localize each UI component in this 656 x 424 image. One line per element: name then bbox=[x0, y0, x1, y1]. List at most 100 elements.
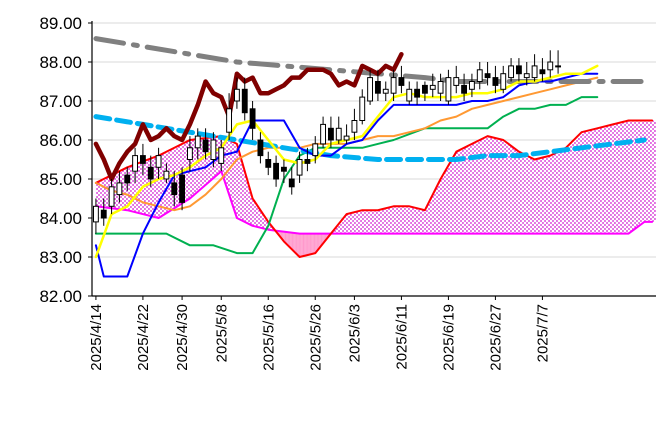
cloud-segment-dotted bbox=[496, 138, 498, 234]
cloud-segment-dotted bbox=[399, 206, 401, 234]
cloud-segment-dotted bbox=[366, 210, 368, 234]
cloud-segment-dotted bbox=[476, 141, 478, 234]
cloud-segment-dotted bbox=[554, 153, 555, 234]
cloud-segment-dotted bbox=[565, 147, 567, 234]
cloud-segment-dotted bbox=[452, 157, 454, 234]
candle bbox=[288, 167, 295, 195]
cloud-segment-dotted bbox=[516, 149, 518, 234]
cloud-segment-pink bbox=[286, 231, 288, 245]
cloud-segment-dotted bbox=[489, 136, 491, 234]
candle bbox=[124, 167, 131, 191]
cloud-segment-dotted bbox=[637, 120, 639, 227]
cloud-segment-dotted bbox=[601, 127, 602, 234]
cloud-segment-dotted bbox=[417, 208, 418, 234]
cloud-segment-dotted bbox=[522, 153, 524, 234]
x-tick-label: 2025/6/3 bbox=[346, 304, 363, 362]
y-tick-label: 83.00 bbox=[39, 248, 82, 267]
cloud-segment-dotted bbox=[410, 206, 412, 234]
cloud-segment-dotted bbox=[451, 158, 453, 234]
x-tick-label: 2025/4/22 bbox=[135, 304, 152, 371]
x-axis-tick-labels: 2025/4/14 2025/4/22 2025/4/30 2025/5/8 2025/… bbox=[88, 304, 552, 371]
cloud-segment-dotted bbox=[465, 146, 467, 234]
cloud-segment-dotted bbox=[379, 209, 381, 234]
cloud-segment-dotted bbox=[432, 193, 434, 234]
candle-body-down bbox=[202, 139, 209, 153]
candle-body-down bbox=[100, 209, 107, 219]
cloud-segment-dotted bbox=[410, 206, 411, 234]
cloud-segment-dotted bbox=[394, 206, 396, 234]
y-tick-label: 86.00 bbox=[39, 131, 82, 150]
cloud-segment-dotted bbox=[135, 163, 137, 213]
candle bbox=[155, 147, 162, 179]
cloud-segment-dotted bbox=[377, 210, 378, 234]
cloud-segment-dotted bbox=[584, 131, 586, 234]
cloud-segment-dotted bbox=[345, 214, 347, 234]
cloud-segment-dotted bbox=[160, 154, 161, 218]
cloud-segment-dotted bbox=[544, 156, 546, 234]
cloud-segment-dotted bbox=[536, 158, 537, 234]
candle-body-up bbox=[108, 186, 115, 207]
cloud-segment-dotted bbox=[431, 196, 432, 234]
cloud-segment-dotted bbox=[623, 121, 624, 234]
cloud-segment-dotted bbox=[153, 157, 154, 217]
cloud-segment-dotted bbox=[630, 120, 631, 233]
cloud-segment-dotted bbox=[461, 148, 463, 234]
cloud-segment-dotted bbox=[585, 131, 587, 234]
cloud-segment-pink bbox=[309, 233, 311, 255]
candle-body-up bbox=[320, 123, 327, 145]
cloud-segment-dotted bbox=[613, 124, 615, 234]
candle bbox=[108, 179, 115, 215]
cloud-segment-dotted bbox=[576, 136, 577, 234]
cloud-segment-pink bbox=[304, 233, 306, 256]
cloud-segment-dotted bbox=[569, 143, 571, 234]
cloud-segment-dotted bbox=[611, 124, 613, 234]
cloud-segment-pink bbox=[287, 232, 288, 246]
candle bbox=[139, 143, 146, 176]
cloud-segment-dotted bbox=[606, 125, 608, 234]
cloud-segment-dotted bbox=[389, 207, 391, 234]
candle bbox=[523, 62, 530, 86]
cloud-segment-dotted bbox=[341, 219, 342, 234]
candle bbox=[531, 54, 538, 82]
cloud-segment-dotted bbox=[515, 148, 516, 234]
cloud-segment-dotted bbox=[595, 128, 597, 234]
cloud-segment-dotted bbox=[533, 158, 534, 234]
cloud-segment-dotted bbox=[143, 160, 145, 215]
cloud-segment-dotted bbox=[462, 148, 464, 234]
cloud-segment-pink bbox=[295, 233, 297, 254]
cloud-segment-pink bbox=[301, 233, 303, 257]
cloud-segment-dotted bbox=[518, 151, 519, 234]
cloud-segment-dotted bbox=[228, 139, 230, 195]
cloud-segment-dotted bbox=[351, 212, 353, 234]
cloud-segment-dotted bbox=[572, 140, 574, 234]
cloud-segment-dotted bbox=[636, 120, 638, 228]
candle bbox=[233, 77, 240, 109]
x-tick-label: 2025/7/7 bbox=[534, 304, 551, 362]
cloud-segment-dotted bbox=[229, 140, 231, 200]
candle-body-up bbox=[555, 65, 562, 68]
x-tick-label: 2025/6/27 bbox=[487, 304, 504, 371]
candle-body-up bbox=[390, 77, 397, 94]
cloud-segment-dotted bbox=[494, 137, 496, 234]
x-tick-label: 2025/4/14 bbox=[88, 304, 105, 371]
cloud-segment-dotted bbox=[164, 152, 165, 215]
cloud-segment-dotted bbox=[254, 202, 256, 227]
candle bbox=[265, 151, 272, 176]
cloud-segment-dotted bbox=[250, 190, 252, 226]
cloud-segment-dotted bbox=[643, 120, 645, 223]
axes bbox=[88, 21, 656, 300]
cloud-segment-dotted bbox=[470, 144, 472, 234]
cloud-segment-dotted bbox=[439, 179, 441, 234]
cloud-segment-pink bbox=[323, 233, 324, 244]
cloud-segment-dotted bbox=[369, 210, 371, 234]
cloud-segment-dotted bbox=[460, 149, 461, 234]
cloud-segment-dotted bbox=[618, 122, 620, 234]
cloud-segment-dotted bbox=[348, 213, 349, 234]
cloud-segment-dotted bbox=[575, 137, 577, 234]
cloud-segment-dotted bbox=[378, 209, 380, 234]
cloud-segment-dotted bbox=[350, 212, 352, 234]
cloud-segment-dotted bbox=[367, 210, 369, 234]
cloud-segment-pink bbox=[302, 233, 304, 257]
cloud-segment-dotted bbox=[437, 183, 439, 234]
cloud-segment-dotted bbox=[132, 164, 134, 212]
